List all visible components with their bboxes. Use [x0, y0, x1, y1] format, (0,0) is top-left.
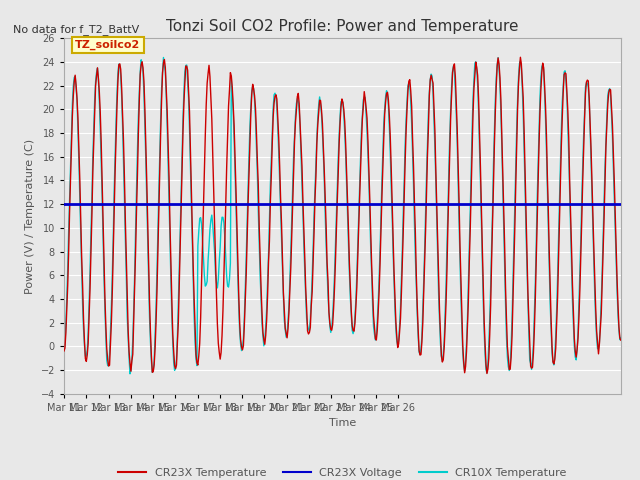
X-axis label: Time: Time: [329, 418, 356, 428]
Text: TZ_soilco2: TZ_soilco2: [75, 40, 140, 50]
Y-axis label: Power (V) / Temperature (C): Power (V) / Temperature (C): [25, 138, 35, 294]
Legend: CR23X Temperature, CR23X Voltage, CR10X Temperature: CR23X Temperature, CR23X Voltage, CR10X …: [113, 463, 572, 480]
Text: No data for f_T2_BattV: No data for f_T2_BattV: [13, 24, 139, 35]
Title: Tonzi Soil CO2 Profile: Power and Temperature: Tonzi Soil CO2 Profile: Power and Temper…: [166, 20, 518, 35]
